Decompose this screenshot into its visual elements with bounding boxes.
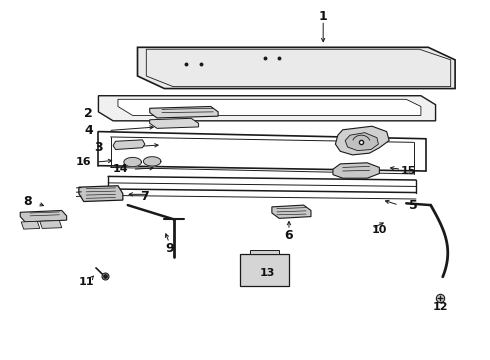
Text: 3: 3 bbox=[94, 141, 103, 154]
Text: 2: 2 bbox=[84, 107, 93, 120]
Polygon shape bbox=[21, 221, 40, 229]
Text: 7: 7 bbox=[141, 190, 149, 203]
Text: 11: 11 bbox=[78, 277, 94, 287]
Polygon shape bbox=[345, 133, 378, 150]
Polygon shape bbox=[118, 99, 421, 116]
Polygon shape bbox=[150, 118, 198, 129]
Polygon shape bbox=[98, 96, 436, 121]
Text: 14: 14 bbox=[113, 164, 128, 174]
Polygon shape bbox=[40, 221, 62, 228]
Text: 4: 4 bbox=[84, 124, 93, 137]
Text: 5: 5 bbox=[409, 199, 418, 212]
Polygon shape bbox=[20, 211, 67, 222]
Text: 1: 1 bbox=[319, 10, 327, 23]
Text: 15: 15 bbox=[401, 166, 416, 176]
Polygon shape bbox=[124, 157, 142, 167]
Polygon shape bbox=[250, 250, 279, 254]
Text: 13: 13 bbox=[259, 268, 275, 278]
Text: 8: 8 bbox=[23, 195, 32, 208]
Polygon shape bbox=[333, 163, 379, 178]
Polygon shape bbox=[144, 157, 161, 166]
Polygon shape bbox=[113, 140, 145, 149]
Text: 9: 9 bbox=[165, 242, 173, 255]
Text: 12: 12 bbox=[433, 302, 448, 312]
Polygon shape bbox=[150, 107, 218, 118]
Polygon shape bbox=[79, 186, 123, 202]
Text: 10: 10 bbox=[372, 225, 387, 235]
Text: 16: 16 bbox=[76, 157, 92, 167]
Polygon shape bbox=[272, 205, 311, 219]
Polygon shape bbox=[240, 253, 289, 286]
Polygon shape bbox=[138, 47, 455, 89]
Text: 6: 6 bbox=[285, 229, 294, 242]
Polygon shape bbox=[335, 126, 389, 155]
